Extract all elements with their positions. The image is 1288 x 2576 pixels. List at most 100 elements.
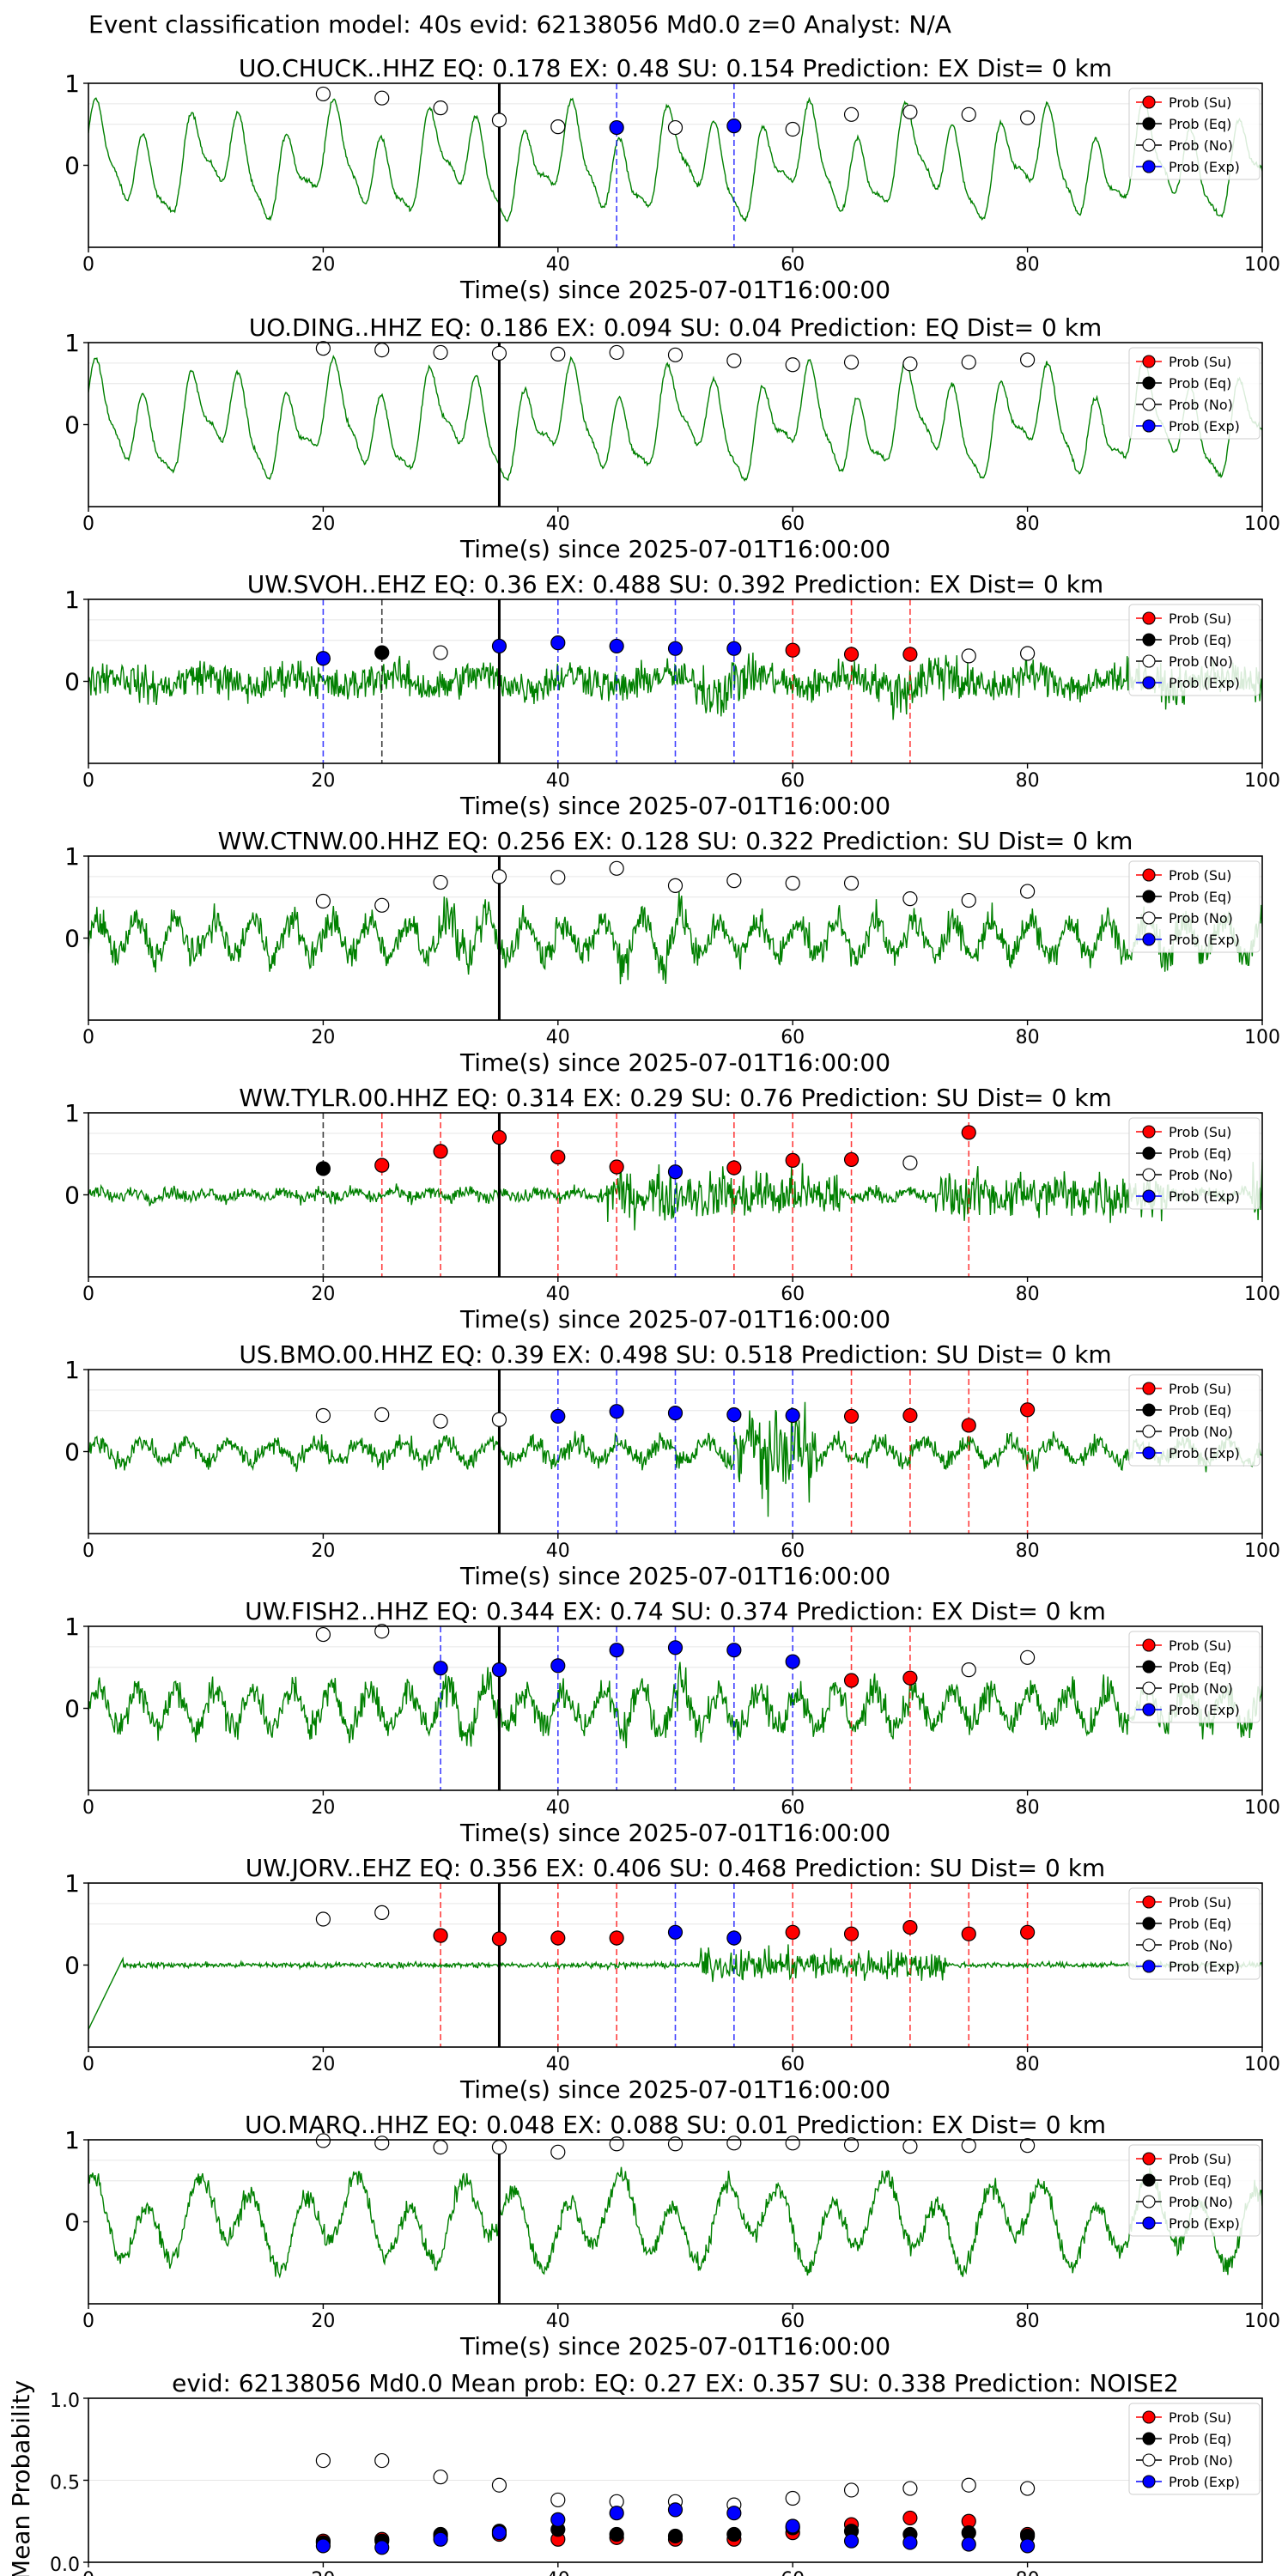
prob-marker-no bbox=[961, 648, 976, 664]
prob-marker-exp bbox=[374, 2540, 390, 2555]
legend-label: Prob (No) bbox=[1169, 1424, 1233, 1440]
prob-marker-no bbox=[491, 2139, 507, 2155]
prob-marker-exp bbox=[550, 2512, 566, 2527]
prob-marker-no bbox=[315, 893, 331, 909]
x-tick-label: 80 bbox=[1016, 1027, 1040, 1048]
prob-marker-no bbox=[785, 121, 800, 137]
prob-marker-su bbox=[1019, 1924, 1036, 1940]
legend-box bbox=[1128, 1887, 1261, 1980]
x-tick-label: 0 bbox=[82, 1797, 94, 1819]
prob-marker-eq bbox=[315, 1161, 331, 1176]
prob-marker-no bbox=[315, 2133, 331, 2148]
prob-marker-eq bbox=[374, 645, 390, 660]
prob-marker-no bbox=[961, 1662, 976, 1678]
prob-marker-exp bbox=[609, 1404, 624, 1419]
prob-marker-no bbox=[961, 355, 976, 370]
prob-marker-no bbox=[491, 869, 507, 884]
prob-marker-exp bbox=[667, 1164, 683, 1180]
prob-marker-no bbox=[374, 342, 390, 358]
x-axis-label: Time(s) since 2025-07-01T16:00:00 bbox=[459, 2332, 890, 2360]
prob-marker-exp bbox=[726, 1406, 742, 1423]
y-tick-label: 0 bbox=[64, 1438, 80, 1467]
legend-label: Prob (Su) bbox=[1169, 2151, 1231, 2167]
prob-marker-su bbox=[726, 1160, 742, 1176]
legend-label: Prob (Su) bbox=[1169, 94, 1231, 111]
panel-title: US.BMO.00.HHZ EQ: 0.39 EX: 0.498 SU: 0.5… bbox=[239, 1340, 1111, 1369]
x-tick-label: 20 bbox=[311, 1027, 335, 1048]
y-tick-label: 0 bbox=[64, 668, 80, 696]
legend-label: Prob (No) bbox=[1169, 2452, 1233, 2469]
prob-marker-no bbox=[315, 1911, 331, 1927]
prob-marker-su bbox=[491, 1130, 507, 1145]
legend-marker-no bbox=[1142, 1938, 1156, 1952]
prob-marker-exp bbox=[902, 2535, 918, 2550]
legend-marker-exp bbox=[1142, 1959, 1156, 1973]
legend-label: Prob (Su) bbox=[1169, 1124, 1231, 1140]
x-tick-label: 20 bbox=[311, 513, 335, 535]
legend-marker-exp bbox=[1142, 419, 1156, 433]
prob-marker-no bbox=[1019, 2481, 1036, 2496]
prob-marker-su bbox=[433, 1928, 448, 1943]
panels: UO.CHUCK..HHZ EQ: 0.178 EX: 0.48 SU: 0.1… bbox=[7, 54, 1280, 2576]
legend-label: Prob (Exp) bbox=[1169, 1445, 1240, 1461]
prob-marker-su bbox=[961, 1125, 976, 1140]
legend: Prob (Su) Prob (Eq) Prob (No) Prob (Exp) bbox=[1128, 2403, 1261, 2495]
x-tick-label: 0 bbox=[82, 1284, 94, 1305]
panel-uw-svoh-ehz: UW.SVOH..EHZ EQ: 0.36 EX: 0.488 SU: 0.39… bbox=[64, 570, 1280, 820]
prob-marker-no bbox=[1019, 884, 1036, 899]
legend-box bbox=[1128, 2144, 1261, 2237]
prob-marker-no bbox=[433, 2470, 448, 2485]
legend-marker-su bbox=[1142, 95, 1156, 109]
legend-marker-exp bbox=[1142, 1446, 1156, 1460]
prob-marker-no bbox=[902, 2139, 918, 2154]
prob-marker-no bbox=[374, 90, 390, 106]
x-tick-label: 40 bbox=[546, 1027, 570, 1048]
prob-marker-no bbox=[1019, 1649, 1036, 1665]
prob-marker-no bbox=[550, 870, 566, 885]
x-tick-label: 40 bbox=[546, 2569, 570, 2576]
x-tick-label: 20 bbox=[311, 770, 335, 792]
x-tick-label: 60 bbox=[781, 2054, 805, 2075]
prob-marker-exp bbox=[315, 2538, 331, 2554]
prob-marker-exp bbox=[491, 638, 507, 654]
prob-marker-exp bbox=[550, 635, 566, 651]
prob-marker-exp bbox=[609, 2506, 624, 2521]
legend-label: Prob (No) bbox=[1169, 397, 1233, 413]
legend-marker-eq bbox=[1142, 1660, 1156, 1674]
x-tick-label: 60 bbox=[781, 1540, 805, 1562]
legend-label: Prob (Eq) bbox=[1169, 1402, 1231, 1419]
prob-marker-exp bbox=[667, 2502, 683, 2518]
prob-marker-no bbox=[491, 2477, 507, 2493]
y-tick-label: 1 bbox=[64, 70, 80, 98]
panel-title: UO.MARQ..HHZ EQ: 0.048 EX: 0.088 SU: 0.0… bbox=[245, 2111, 1106, 2139]
prob-marker-exp bbox=[491, 1662, 507, 1678]
prob-marker-no bbox=[433, 1413, 448, 1429]
x-tick-label: 0 bbox=[82, 2569, 94, 2576]
legend-marker-eq bbox=[1142, 1917, 1156, 1930]
legend-marker-eq bbox=[1142, 117, 1156, 131]
legend-marker-exp bbox=[1142, 2475, 1156, 2488]
x-tick-label: 20 bbox=[311, 1284, 335, 1305]
prob-marker-no bbox=[433, 645, 448, 660]
legend-label: Prob (Exp) bbox=[1169, 932, 1240, 948]
x-tick-label: 0 bbox=[82, 1540, 94, 1562]
legend-label: Prob (Su) bbox=[1169, 354, 1231, 370]
panel-title: UW.FISH2..HHZ EQ: 0.344 EX: 0.74 SU: 0.3… bbox=[245, 1597, 1106, 1625]
waveform-trace bbox=[88, 2166, 1262, 2279]
y-tick-label: 0 bbox=[64, 1695, 80, 1723]
prob-marker-no bbox=[667, 2136, 683, 2152]
legend-label: Prob (No) bbox=[1169, 1167, 1233, 1183]
legend: Prob (Su) Prob (Eq) Prob (No) Prob (Exp) bbox=[1128, 860, 1261, 953]
legend-box bbox=[1128, 347, 1261, 440]
x-tick-label: 40 bbox=[546, 2054, 570, 2075]
legend-label: Prob (No) bbox=[1169, 653, 1233, 670]
prob-marker-su bbox=[843, 647, 860, 662]
legend-marker-su bbox=[1142, 2152, 1156, 2166]
prob-marker-su bbox=[843, 1151, 860, 1168]
x-tick-label: 80 bbox=[1016, 2054, 1040, 2075]
x-tick-label: 0 bbox=[82, 1027, 94, 1048]
legend-label: Prob (Eq) bbox=[1169, 116, 1231, 132]
x-tick-label: 100 bbox=[1244, 1540, 1280, 1562]
x-tick-label: 0 bbox=[82, 770, 94, 792]
